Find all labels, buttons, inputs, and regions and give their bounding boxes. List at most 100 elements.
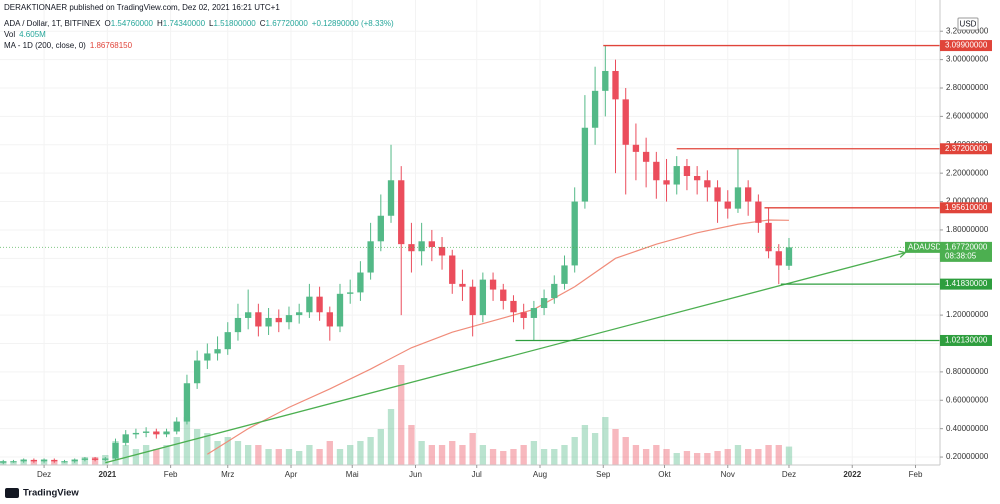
candle-body bbox=[204, 353, 211, 361]
brand: TradingView bbox=[23, 488, 79, 499]
candle-body bbox=[61, 461, 68, 463]
level-label-box bbox=[940, 202, 992, 214]
volume-bar bbox=[612, 429, 619, 465]
candle-body bbox=[214, 349, 221, 354]
y-tick-label: 3.00000000 bbox=[946, 55, 989, 64]
volume-bar bbox=[30, 461, 38, 465]
volume-bar bbox=[755, 449, 762, 465]
candle-body bbox=[530, 308, 538, 318]
vol-key: Vol bbox=[4, 30, 15, 39]
volume-bar bbox=[745, 449, 752, 465]
candle-body bbox=[418, 241, 425, 252]
x-tick-label: Dez bbox=[37, 470, 51, 479]
volume-bar bbox=[51, 461, 58, 465]
level-label: 1.02130000 bbox=[945, 336, 988, 345]
volume-bar bbox=[122, 445, 129, 465]
candle-body bbox=[755, 201, 762, 223]
candle-body bbox=[122, 434, 129, 443]
candle-body bbox=[91, 458, 99, 460]
volume-bar bbox=[326, 441, 333, 465]
volume-bar bbox=[296, 451, 303, 465]
level-label-box bbox=[940, 334, 992, 346]
symbol-box bbox=[905, 241, 940, 253]
candle-body bbox=[30, 459, 38, 462]
volume-bar bbox=[418, 441, 425, 465]
volume-bar bbox=[408, 425, 415, 465]
volume-bar bbox=[591, 433, 599, 465]
volume-bar bbox=[683, 451, 691, 465]
candle-body bbox=[459, 283, 466, 287]
volume-bar bbox=[153, 449, 160, 465]
currency[interactable]: USD bbox=[960, 20, 977, 29]
candle-body bbox=[142, 431, 150, 433]
candle-body bbox=[540, 298, 548, 309]
volume-bar bbox=[132, 449, 140, 465]
legend-ma: MA - 1D (200, close, 0) 1.86768150 bbox=[4, 41, 133, 50]
level-label: 1.41830000 bbox=[945, 279, 988, 288]
volume-bar bbox=[387, 409, 395, 465]
volume-bar bbox=[285, 449, 293, 465]
price-label: 1.67720000 bbox=[945, 242, 988, 251]
candle-body bbox=[632, 144, 640, 152]
candle-body bbox=[765, 222, 772, 252]
y-tick-label: 0.40000000 bbox=[946, 424, 989, 433]
volume-bar bbox=[561, 445, 568, 465]
volume-bar bbox=[377, 429, 384, 465]
candle-body bbox=[112, 442, 119, 459]
ohlc-key: O bbox=[104, 19, 110, 28]
x-tick-label: Dez bbox=[782, 470, 796, 479]
candle-body bbox=[489, 279, 497, 290]
candle-body bbox=[255, 312, 262, 327]
currency-box[interactable] bbox=[957, 17, 979, 31]
y-tick-label: 2.60000000 bbox=[946, 112, 989, 121]
volume-bar bbox=[693, 453, 701, 465]
volume-bar bbox=[306, 445, 313, 465]
candle-body bbox=[40, 459, 48, 462]
candle-body bbox=[377, 215, 384, 242]
level-label-box bbox=[940, 278, 992, 290]
volume-bar bbox=[347, 445, 354, 465]
ohlc-value: 1.67720000 bbox=[266, 19, 309, 28]
volume-bar bbox=[163, 445, 170, 465]
volume-bar bbox=[316, 449, 323, 465]
volume-bar bbox=[734, 445, 742, 465]
legend-ohlc: ADA / Dollar, 1T, BITFINEX O1.54760000 H1.… bbox=[4, 19, 394, 28]
volume-bar bbox=[704, 453, 711, 465]
volume-bar bbox=[479, 445, 487, 465]
volume-bar bbox=[765, 445, 772, 465]
candle-body bbox=[20, 459, 27, 462]
candle-body bbox=[234, 317, 242, 333]
volume-bar bbox=[551, 449, 558, 465]
volume-bar bbox=[571, 437, 578, 465]
candle-body bbox=[663, 180, 670, 185]
ma-value: 1.86768150 bbox=[90, 41, 133, 50]
candle-body bbox=[367, 241, 374, 273]
footer-logo bbox=[5, 488, 19, 498]
volume-bar bbox=[500, 451, 507, 465]
candle-body bbox=[71, 459, 78, 462]
trendline bbox=[105, 252, 906, 464]
volume-bar bbox=[632, 445, 640, 465]
volume-bar bbox=[265, 449, 272, 465]
level-label: 1.95610000 bbox=[945, 203, 988, 212]
x-tick-label: Mai bbox=[346, 470, 359, 479]
volume-bar bbox=[663, 449, 670, 465]
candle-body bbox=[775, 251, 782, 266]
candle-body bbox=[10, 461, 17, 463]
volume-bar bbox=[10, 461, 17, 465]
candle-body bbox=[734, 187, 742, 209]
candle-body bbox=[653, 161, 660, 181]
volume-bar bbox=[469, 433, 476, 465]
volume-bar bbox=[336, 449, 344, 465]
candle-body bbox=[336, 293, 344, 327]
candle-body bbox=[0, 461, 7, 463]
y-tick-label: 2.00000000 bbox=[946, 197, 989, 206]
axes: 0.20000000 0.40000000 0.60000000 0.80000000… bbox=[37, 26, 992, 479]
candle-body bbox=[581, 127, 589, 202]
candle-body bbox=[163, 431, 170, 435]
y-tick-label: 0.20000000 bbox=[946, 452, 989, 461]
grid bbox=[0, 0, 940, 465]
volume-bar bbox=[489, 449, 497, 465]
y-tick-label: 1.80000000 bbox=[946, 225, 989, 234]
